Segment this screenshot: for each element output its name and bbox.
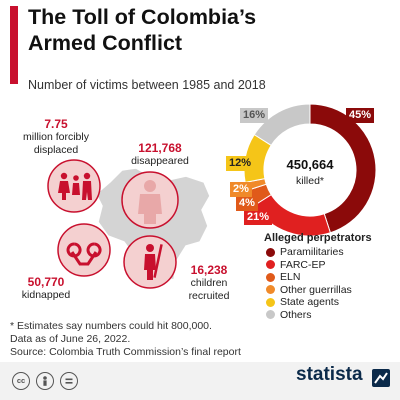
legend-swatch	[266, 310, 275, 319]
footnote-estimate: * Estimates say numbers could hit 800,00…	[10, 320, 212, 332]
stat-disappeared-label: disappeared	[131, 155, 189, 167]
legend-item-state-agents: State agents	[266, 296, 339, 308]
slice-label-other-guerrillas: 2%	[230, 182, 252, 197]
legend-label: FARC-EP	[280, 258, 326, 271]
legend-swatch	[266, 272, 275, 282]
kidnapped-circle	[57, 223, 111, 277]
subtitle: Number of victims between 1985 and 2018	[28, 78, 266, 92]
title-line-2: Armed Conflict	[28, 31, 183, 55]
legend-label: Others	[280, 308, 312, 321]
accent-bar	[10, 6, 18, 84]
legend-swatch	[266, 297, 275, 307]
stat-recruited-label-2: recruited	[188, 290, 230, 302]
legend-item-other-guerrillas: Other guerrillas	[266, 284, 352, 296]
page-title: The Toll of Colombia’s Armed Conflict	[28, 4, 368, 56]
child-soldier-icon	[144, 244, 163, 280]
legend-label: ELN	[280, 271, 301, 283]
stat-kidnapped-label: kidnapped	[21, 289, 71, 301]
slice-label-eln: 4%	[236, 196, 258, 211]
legend-label: Paramilitaries	[280, 246, 344, 258]
legend-item-eln: ELN	[266, 271, 300, 283]
stat-kidnapped-value: 50,770	[27, 275, 65, 289]
equals-icon	[60, 372, 78, 390]
slice-label-paramilitaries: 45%	[346, 108, 375, 123]
handcuffs-icon	[66, 242, 102, 266]
by-icon	[36, 372, 54, 390]
legend-swatch	[266, 260, 275, 269]
stat-recruited-label-1: children	[190, 277, 228, 289]
slice-label-state-agents: 12%	[226, 156, 255, 171]
stat-displaced: 7.75 million forcibly displaced	[14, 118, 98, 157]
footnote-source: Source: Colombia Truth Commission’s fina…	[10, 346, 241, 358]
legend-label: State agents	[280, 296, 339, 308]
legend-item-others: Others	[266, 309, 312, 321]
footnote-date: Data as of June 26, 2022.	[10, 333, 131, 345]
slice-label-others: 16%	[240, 108, 269, 123]
colombia-map-graphic	[47, 159, 211, 289]
statista-logo-icon	[372, 369, 390, 387]
stat-displaced-value: 7.75	[44, 117, 68, 131]
cc-icon: cc	[12, 372, 30, 390]
stat-disappeared-value: 121,768	[138, 141, 182, 155]
donut-center-label: killed*	[296, 175, 324, 187]
donut-chart: 450,664 killed*	[243, 103, 377, 237]
stat-disappeared: 121,768 disappeared	[120, 142, 200, 168]
slice-label-farc-ep: 21%	[244, 210, 273, 225]
legend-label: Other guerrillas	[280, 283, 352, 296]
donut-center-value: 450,664	[287, 157, 335, 172]
legend-item-paramilitaries: Paramilitaries	[266, 246, 344, 258]
legend-swatch	[266, 285, 275, 294]
legend-swatch	[266, 247, 275, 257]
stat-recruited: 16,238 children recruited	[176, 264, 242, 303]
stat-recruited-value: 16,238	[190, 263, 228, 277]
legend-item-farc-ep: FARC-EP	[266, 259, 326, 271]
donut-slice-others	[253, 103, 311, 147]
statista-logo-text: statista	[296, 364, 363, 385]
legend-title: Alleged perpetrators	[264, 232, 372, 244]
faded-person-icon	[138, 180, 162, 224]
family-icon	[58, 172, 92, 200]
stat-kidnapped: 50,770 kidnapped	[12, 276, 80, 302]
stat-displaced-label-2: displaced	[33, 144, 79, 156]
title-line-1: The Toll of Colombia’s	[28, 5, 257, 29]
stat-displaced-label-1: million forcibly	[23, 131, 89, 143]
